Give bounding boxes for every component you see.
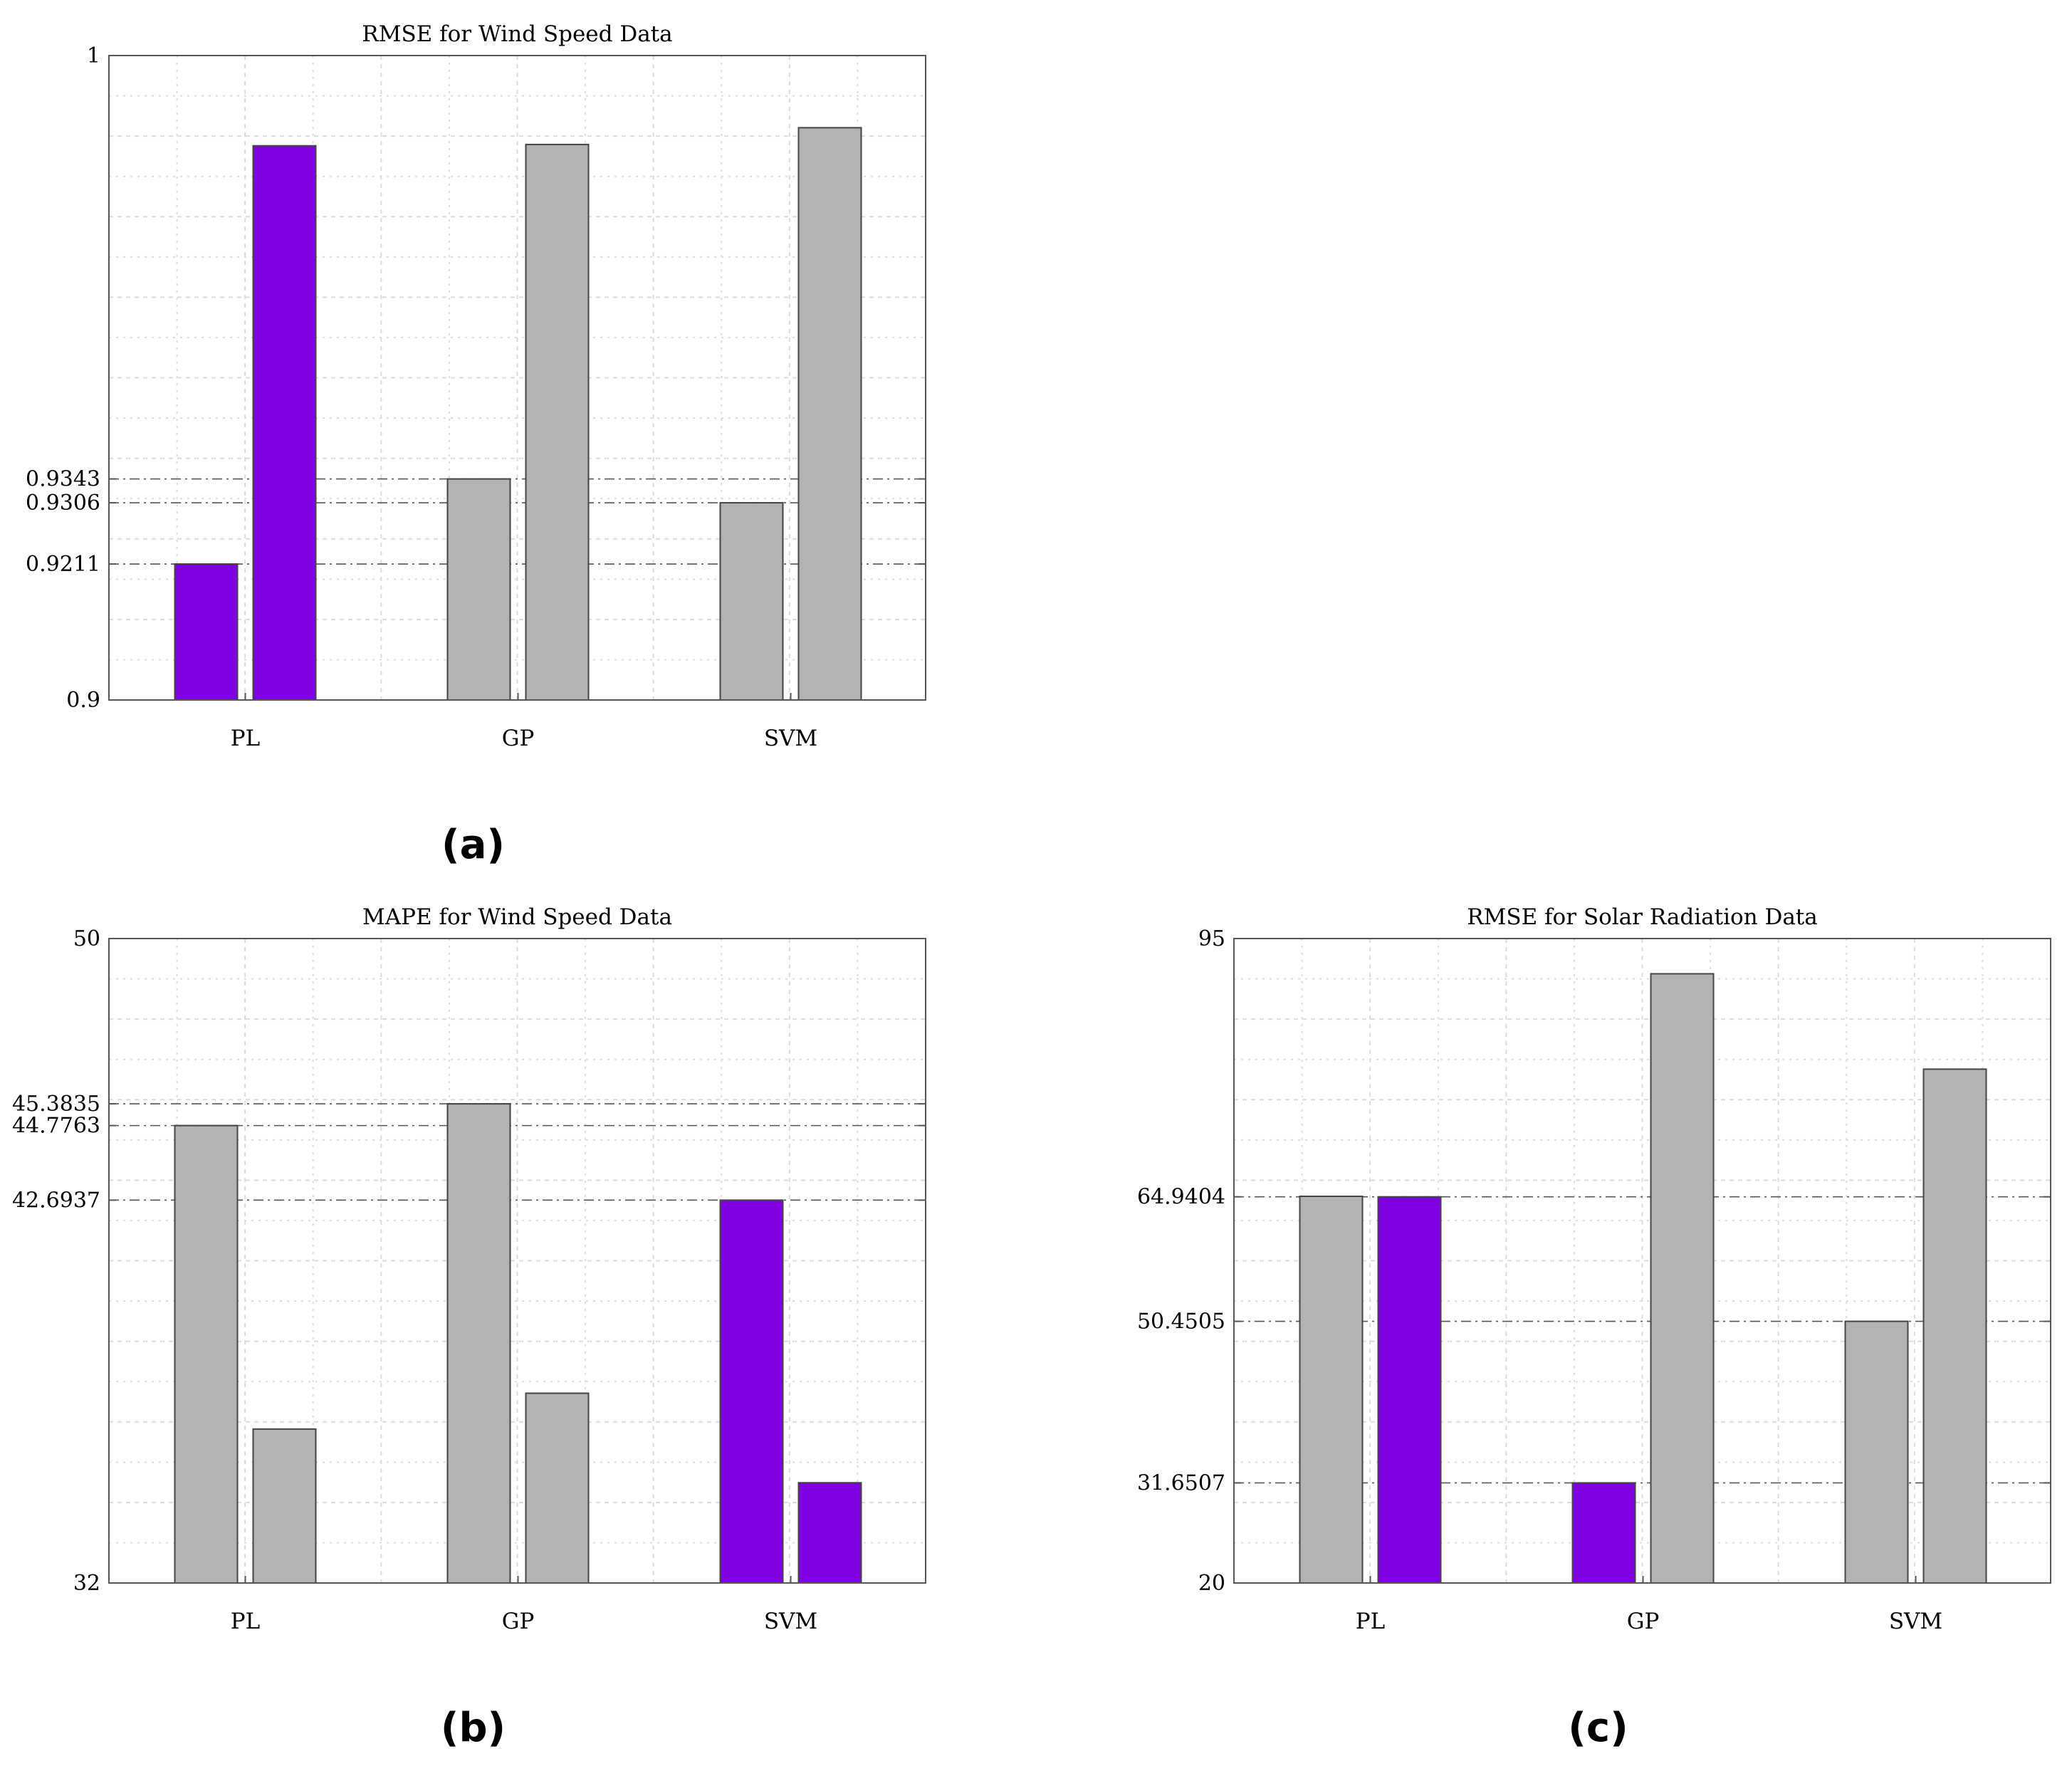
y-tick-label: 64.9404 bbox=[1137, 1185, 1225, 1210]
y-tick-label: 0.9343 bbox=[26, 467, 100, 492]
bar-pl-1 bbox=[1299, 1196, 1364, 1584]
bar-svm-2 bbox=[797, 1482, 862, 1584]
x-tick-label: PL bbox=[231, 726, 260, 751]
figure-caption: (a) bbox=[441, 822, 505, 868]
bar-svm-2 bbox=[797, 127, 862, 701]
y-tick-label: 31.6507 bbox=[1137, 1470, 1225, 1495]
y-tick-label: 50.4505 bbox=[1137, 1310, 1225, 1334]
bar-pl-1 bbox=[174, 563, 239, 701]
bar-svm-2 bbox=[1922, 1068, 1987, 1584]
bar-gp-1 bbox=[446, 478, 511, 701]
y-tick-label: 45.3835 bbox=[12, 1092, 100, 1117]
bar-gp-1 bbox=[446, 1103, 511, 1584]
x-tick-label: SVM bbox=[764, 726, 817, 751]
plot-area bbox=[109, 56, 926, 700]
x-tick-label: GP bbox=[502, 726, 535, 751]
chart-title: MAPE for Wind Speed Data bbox=[362, 904, 672, 930]
y-tick-label: 0.9 bbox=[66, 688, 100, 713]
bar-svm-1 bbox=[719, 1199, 784, 1584]
y-tick-label: 44.7763 bbox=[12, 1114, 100, 1139]
bar-svm-1 bbox=[719, 502, 784, 701]
figure-caption: (b) bbox=[441, 1705, 506, 1751]
y-tick-label: 95 bbox=[1198, 926, 1225, 951]
x-tick-label: SVM bbox=[1889, 1609, 1942, 1634]
y-tick-label: 42.6937 bbox=[12, 1188, 100, 1213]
bar-svm-1 bbox=[1844, 1320, 1909, 1584]
axes-box bbox=[108, 938, 926, 1584]
bar-pl-2 bbox=[252, 1428, 317, 1584]
axes-box bbox=[1233, 938, 2051, 1584]
plot-area bbox=[1234, 939, 2051, 1583]
y-tick-label: 0.9211 bbox=[26, 552, 100, 577]
y-tick-label: 1 bbox=[87, 43, 100, 68]
bar-gp-2 bbox=[525, 1392, 590, 1584]
y-tick-label: 0.9306 bbox=[26, 491, 100, 516]
y-tick-label: 50 bbox=[73, 926, 100, 951]
chart-title: RMSE for Solar Radiation Data bbox=[1467, 904, 1818, 930]
plot-area bbox=[109, 939, 926, 1583]
bar-pl-1 bbox=[174, 1124, 239, 1584]
y-tick-label: 32 bbox=[73, 1571, 100, 1596]
y-tick-label: 20 bbox=[1198, 1571, 1225, 1596]
bar-gp-2 bbox=[1650, 973, 1715, 1584]
chart-title: RMSE for Wind Speed Data bbox=[362, 21, 672, 47]
axes-box bbox=[108, 55, 926, 701]
x-tick-label: PL bbox=[231, 1609, 260, 1634]
bar-gp-2 bbox=[525, 143, 590, 701]
x-tick-label: GP bbox=[502, 1609, 535, 1634]
figure-caption: (c) bbox=[1568, 1705, 1628, 1751]
chart-rmse-solar-radiation: PL GP SVM 20 31.6507 50.4505 64.9404 95 RMSE for… bbox=[1137, 904, 2051, 1751]
bar-pl-2 bbox=[252, 145, 317, 701]
x-tick-label: SVM bbox=[764, 1609, 817, 1634]
x-tick-label: GP bbox=[1627, 1609, 1660, 1634]
bar-pl-2 bbox=[1377, 1196, 1442, 1584]
x-tick-label: PL bbox=[1356, 1609, 1385, 1634]
bar-gp-1 bbox=[1571, 1482, 1636, 1584]
